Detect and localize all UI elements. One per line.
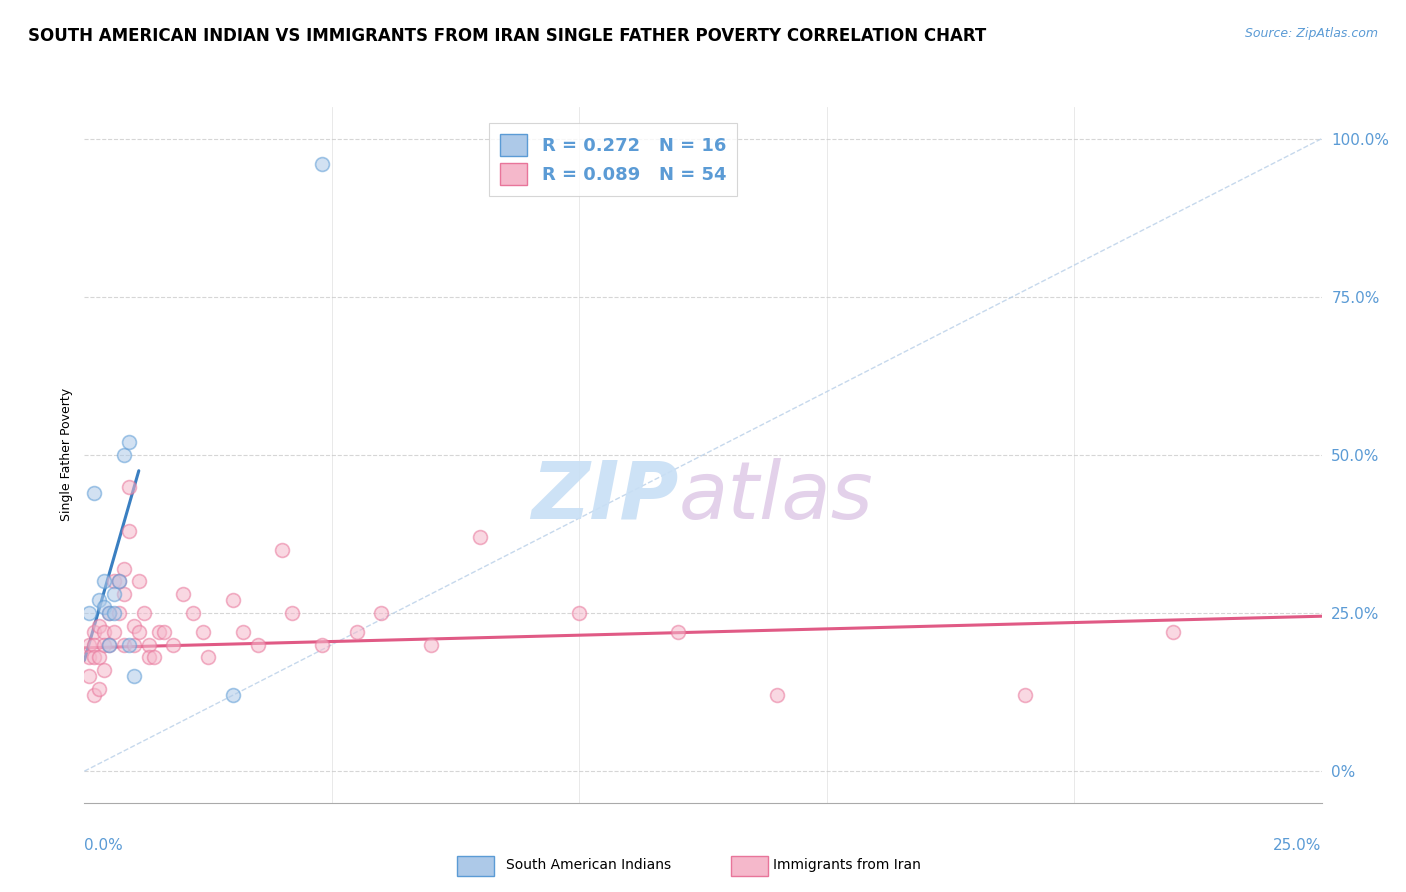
- Point: [766, 688, 789, 702]
- Point: [98, 638, 121, 652]
- Point: [419, 638, 441, 652]
- Point: [118, 638, 141, 652]
- Point: [152, 625, 174, 640]
- Point: [83, 650, 105, 665]
- Point: [79, 669, 101, 683]
- Point: [103, 574, 125, 589]
- Point: [470, 530, 492, 544]
- Point: [89, 681, 111, 696]
- Text: 25.0%: 25.0%: [1274, 838, 1322, 853]
- Point: [93, 663, 115, 677]
- Text: South American Indians: South American Indians: [506, 858, 671, 872]
- Text: Immigrants from Iran: Immigrants from Iran: [773, 858, 921, 872]
- Point: [162, 638, 184, 652]
- Point: [138, 638, 160, 652]
- Point: [93, 574, 115, 589]
- Point: [346, 625, 368, 640]
- Point: [103, 587, 125, 601]
- Point: [118, 479, 141, 493]
- Point: [666, 625, 689, 640]
- Point: [197, 650, 219, 665]
- Point: [118, 435, 141, 450]
- Point: [232, 625, 254, 640]
- Point: [191, 625, 214, 640]
- Point: [93, 638, 115, 652]
- Point: [83, 688, 105, 702]
- Text: 0.0%: 0.0%: [84, 838, 124, 853]
- Text: ZIP: ZIP: [531, 458, 678, 536]
- Point: [83, 486, 105, 500]
- Point: [112, 448, 135, 462]
- Point: [93, 599, 115, 614]
- Point: [112, 587, 135, 601]
- Point: [112, 638, 135, 652]
- Y-axis label: Single Father Poverty: Single Father Poverty: [60, 388, 73, 522]
- Point: [1161, 625, 1184, 640]
- Point: [118, 524, 141, 538]
- Point: [132, 606, 155, 620]
- Point: [142, 650, 165, 665]
- Point: [138, 650, 160, 665]
- Point: [93, 625, 115, 640]
- Point: [79, 606, 101, 620]
- Point: [222, 593, 245, 607]
- Point: [128, 574, 150, 589]
- Text: atlas: atlas: [678, 458, 873, 536]
- Point: [108, 574, 131, 589]
- Point: [311, 157, 333, 171]
- Point: [172, 587, 194, 601]
- Point: [98, 606, 121, 620]
- Point: [148, 625, 170, 640]
- Text: Source: ZipAtlas.com: Source: ZipAtlas.com: [1244, 27, 1378, 40]
- Legend: R = 0.272   N = 16, R = 0.089   N = 54: R = 0.272 N = 16, R = 0.089 N = 54: [489, 123, 737, 196]
- Point: [311, 638, 333, 652]
- Point: [271, 542, 294, 557]
- Point: [181, 606, 204, 620]
- Point: [222, 688, 245, 702]
- Point: [103, 625, 125, 640]
- Point: [83, 638, 105, 652]
- Point: [108, 606, 131, 620]
- Point: [122, 669, 145, 683]
- Point: [568, 606, 591, 620]
- Text: SOUTH AMERICAN INDIAN VS IMMIGRANTS FROM IRAN SINGLE FATHER POVERTY CORRELATION : SOUTH AMERICAN INDIAN VS IMMIGRANTS FROM…: [28, 27, 987, 45]
- Point: [98, 606, 121, 620]
- Point: [112, 562, 135, 576]
- Point: [122, 638, 145, 652]
- Point: [98, 638, 121, 652]
- Point: [246, 638, 269, 652]
- Point: [83, 625, 105, 640]
- Point: [89, 650, 111, 665]
- Point: [79, 638, 101, 652]
- Point: [281, 606, 304, 620]
- Point: [89, 593, 111, 607]
- Point: [122, 618, 145, 632]
- Point: [370, 606, 392, 620]
- Point: [103, 606, 125, 620]
- Point: [108, 574, 131, 589]
- Point: [79, 650, 101, 665]
- Point: [128, 625, 150, 640]
- Point: [1014, 688, 1036, 702]
- Point: [89, 618, 111, 632]
